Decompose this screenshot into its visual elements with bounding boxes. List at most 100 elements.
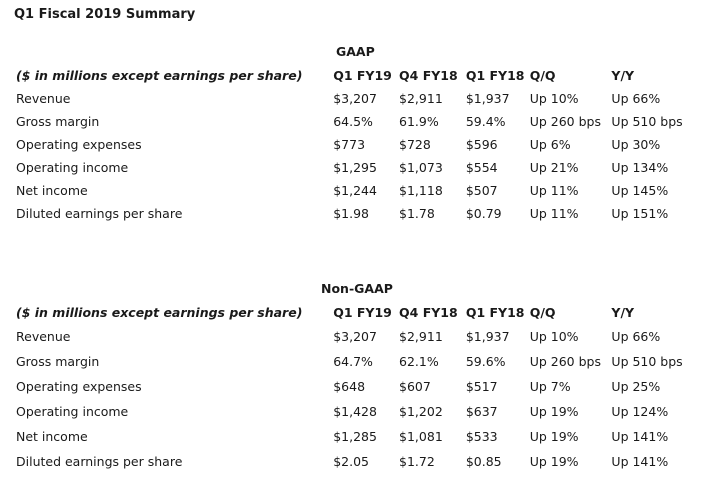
nongaap-col-q4fy18: Q4 FY18 — [399, 304, 458, 320]
table-cell: Up 134% — [611, 160, 669, 175]
gaap-heading: GAAP — [336, 44, 375, 59]
gaap-col-q1fy19: Q1 FY19 — [333, 68, 392, 83]
table-cell: Up 25% — [611, 379, 661, 394]
table-cell: Up 151% — [611, 206, 669, 221]
table-row: Operating income $1,428 $1,202 $637 Up 19% Up… — [12, 399, 701, 424]
table-cell: 64.7% — [333, 354, 373, 369]
table-cell: 59.4% — [465, 114, 506, 129]
table-cell: $1,428 — [333, 404, 377, 419]
table-cell: $0.85 — [465, 454, 502, 469]
table-row: Gross margin 64.7% 62.1% 59.6% Up 260 bps Up … — [12, 349, 701, 374]
table-cell: $1,937 — [465, 329, 510, 344]
table-cell: $1.78 — [399, 206, 435, 221]
row-label: Revenue — [16, 329, 71, 344]
table-cell: $3,207 — [333, 329, 377, 344]
table-cell: $1,081 — [399, 429, 443, 444]
table-cell: Up 66% — [611, 329, 661, 344]
table-cell: $1.72 — [399, 454, 435, 469]
table-cell: $728 — [399, 137, 431, 152]
gaap-table: ($ in millions except earnings per share… — [12, 64, 701, 225]
nongaap-col-yy: Y/Y — [611, 304, 635, 320]
table-cell: $648 — [333, 379, 366, 394]
table-row: Diluted earnings per share $1.98 $1.78 $0.7… — [12, 202, 701, 225]
table-row: Operating income $1,295 $1,073 $554 Up 21% Up… — [12, 156, 701, 179]
nongaap-table: ($ in millions except earnings per share… — [12, 300, 701, 474]
nongaap-col-q1fy18: Q1 FY18 — [465, 304, 525, 320]
table-cell: Up 19% — [529, 454, 579, 469]
table-cell: Up 11% — [529, 206, 579, 221]
table-cell: $3,207 — [333, 91, 377, 106]
row-label: Gross margin — [16, 114, 100, 129]
row-label: Operating income — [16, 160, 129, 175]
table-cell: $1,202 — [399, 404, 443, 419]
table-cell: $637 — [465, 404, 498, 419]
table-cell: Up 141% — [611, 429, 669, 444]
gaap-col-yy: Y/Y — [611, 68, 635, 83]
table-cell: Up 7% — [529, 379, 571, 394]
table-cell: $2,911 — [399, 91, 443, 106]
table-row: Revenue $3,207 $2,911 $1,937 Up 10% Up 66% — [12, 324, 701, 349]
row-label: Revenue — [16, 91, 71, 106]
table-cell: Up 260 bps — [529, 354, 601, 369]
table-row: Operating expenses $773 $728 $596 Up 6% Up 30… — [12, 133, 701, 156]
table-cell: $1,285 — [333, 429, 377, 444]
table-cell: $0.79 — [465, 206, 502, 221]
row-label: Operating expenses — [16, 137, 142, 152]
table-cell: $1,244 — [333, 183, 377, 198]
table-cell: Up 10% — [529, 91, 579, 106]
row-label: Net income — [16, 429, 88, 444]
table-cell: $507 — [465, 183, 498, 198]
table-cell: $533 — [465, 429, 498, 444]
gaap-label-header: ($ in millions except earnings per share… — [16, 68, 303, 83]
table-cell: Up 6% — [529, 137, 571, 152]
gaap-col-q4fy18: Q4 FY18 — [399, 68, 458, 83]
table-row: Net income $1,285 $1,081 $533 Up 19% Up 141% — [12, 424, 701, 449]
nongaap-body: Revenue $3,207 $2,911 $1,937 Up 10% Up 66% Gro… — [12, 324, 701, 474]
table-cell: 64.5% — [333, 114, 373, 129]
table-cell: $554 — [465, 160, 498, 175]
row-label: Diluted earnings per share — [16, 454, 183, 469]
table-cell: $2.05 — [333, 454, 370, 469]
gaap-header-row: ($ in millions except earnings per share… — [12, 64, 701, 87]
table-cell: Up 124% — [611, 404, 669, 419]
nongaap-heading: Non-GAAP — [321, 281, 393, 296]
table-cell: Up 10% — [529, 329, 579, 344]
table-cell: $1,295 — [333, 160, 377, 175]
table-cell: 62.1% — [399, 354, 439, 369]
table-cell: $517 — [465, 379, 498, 394]
table-row: Revenue $3,207 $2,911 $1,937 Up 10% Up 66% — [12, 87, 701, 110]
table-row: Operating expenses $648 $607 $517 Up 7% Up 25… — [12, 374, 701, 399]
table-cell: $1,937 — [465, 91, 510, 106]
nongaap-col-q1fy19: Q1 FY19 — [333, 304, 392, 320]
table-cell: Up 19% — [529, 429, 579, 444]
table-cell: $773 — [333, 137, 366, 152]
row-label: Diluted earnings per share — [16, 206, 183, 221]
page-title: Q1 Fiscal 2019 Summary — [14, 7, 196, 22]
table-cell: Up 30% — [611, 137, 661, 152]
table-cell: 59.6% — [465, 354, 506, 369]
row-label: Operating expenses — [16, 379, 142, 394]
table-cell: Up 145% — [611, 183, 669, 198]
row-label: Net income — [16, 183, 88, 198]
nongaap-col-qq: Q/Q — [529, 304, 556, 320]
table-cell: 61.9% — [399, 114, 439, 129]
table-row: Gross margin 64.5% 61.9% 59.4% Up 260 bps Up … — [12, 110, 701, 133]
table-cell: $1,118 — [399, 183, 443, 198]
table-cell: Up 11% — [529, 183, 579, 198]
table-cell: Up 141% — [611, 454, 669, 469]
table-cell: Up 510 bps — [611, 354, 683, 369]
table-cell: Up 510 bps — [611, 114, 683, 129]
table-cell: $596 — [465, 137, 498, 152]
table-cell: $1.98 — [333, 206, 370, 221]
table-row: Net income $1,244 $1,118 $507 Up 11% Up 145% — [12, 179, 701, 202]
gaap-col-qq: Q/Q — [529, 68, 556, 83]
gaap-body: Revenue $3,207 $2,911 $1,937 Up 10% Up 66% Gro… — [12, 87, 701, 225]
table-cell: Up 66% — [611, 91, 661, 106]
nongaap-header-row: ($ in millions except earnings per share… — [12, 300, 701, 324]
table-cell: Up 260 bps — [529, 114, 601, 129]
row-label: Gross margin — [16, 354, 100, 369]
table-cell: $1,073 — [399, 160, 443, 175]
table-row: Diluted earnings per share $2.05 $1.72 $0.8… — [12, 449, 701, 474]
nongaap-label-header: ($ in millions except earnings per share… — [16, 304, 303, 320]
table-cell: Up 21% — [529, 160, 579, 175]
